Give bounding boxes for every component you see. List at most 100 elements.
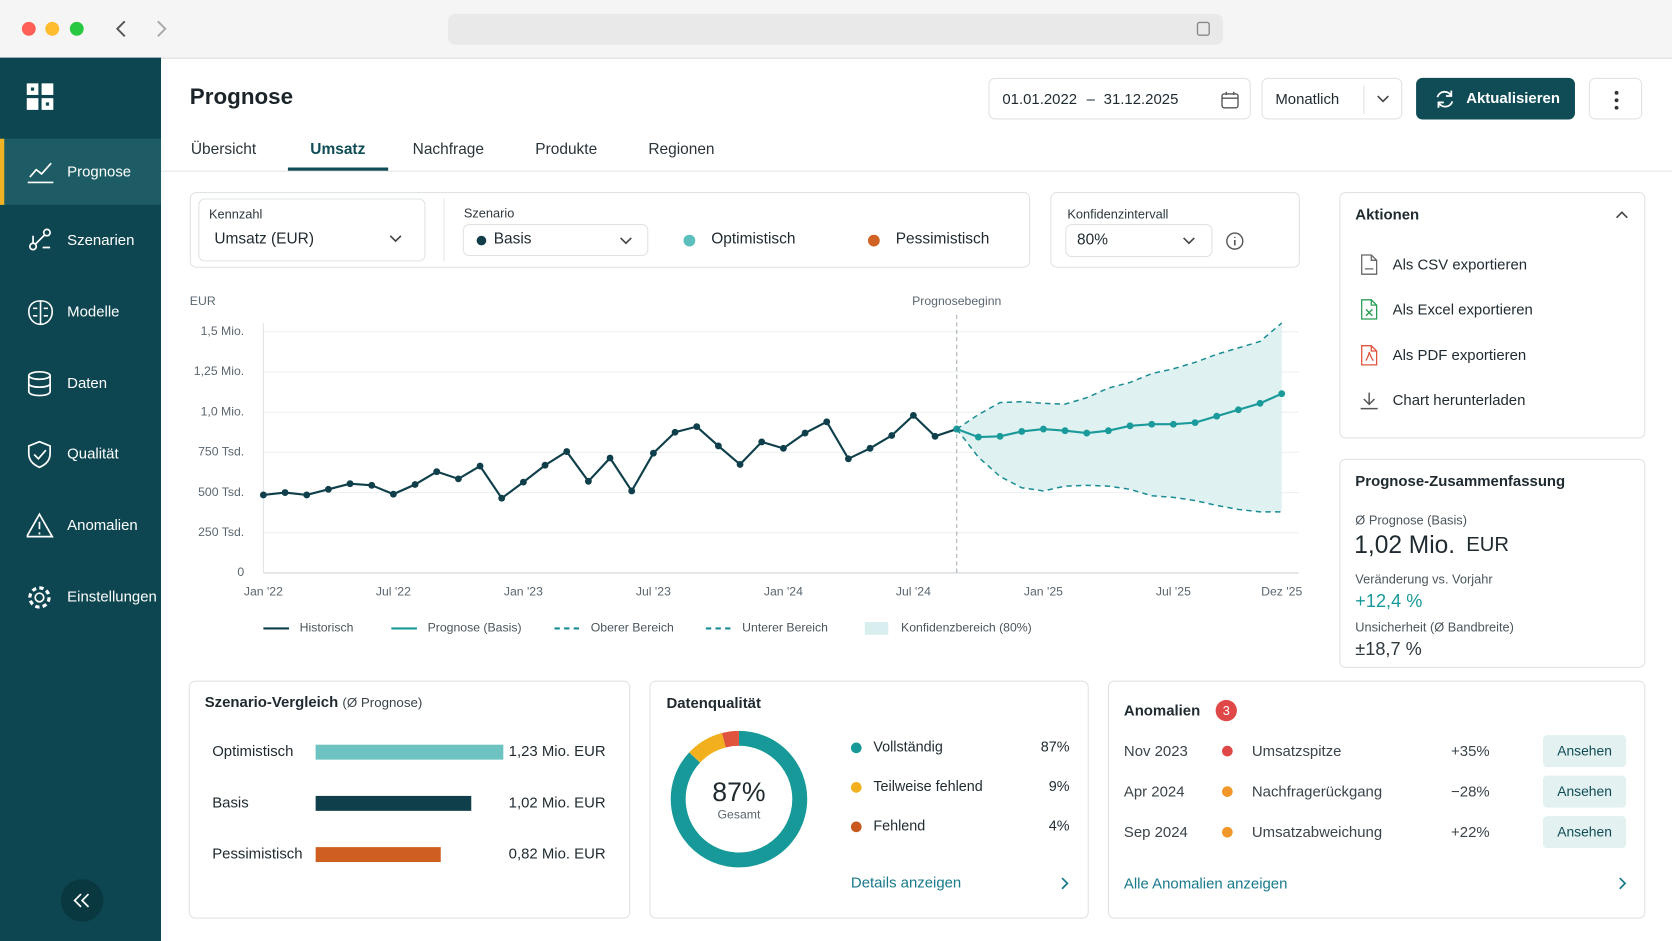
forecast-label: Ø Prognose (Basis) [1355,512,1467,528]
data-point [1104,427,1112,435]
legend-label: Konfidenzbereich (80%) [901,621,1032,635]
scenario-chart: Szenario-Vergleich (Ø Prognose) Optimist… [205,694,606,863]
all-anomalies-link[interactable]: Alle Anomalien anzeigen [1123,874,1288,892]
metric-select[interactable]: Kennzahl Umsatz (EUR) [198,198,426,262]
anomaly-date: Sep 2024 [1123,823,1188,841]
card-title: Datenqualität [666,695,761,712]
tab[interactable]: Produkte [535,141,598,159]
data-point [1191,419,1199,427]
nav-icon [27,300,54,326]
collapse-button[interactable] [60,879,104,922]
data-point [346,480,354,488]
scenario-value: Basis [493,230,532,248]
nav-item[interactable]: Daten [0,350,161,416]
nav-label[interactable]: Qualität [67,444,119,462]
data-point [324,485,332,493]
data-point [1234,406,1242,414]
tab[interactable]: Nachfrage [412,141,485,159]
legend-value: 87% [1041,740,1070,756]
quality-chart: Datenqualität Vollständig 87% Teilweise fe… [666,695,1070,891]
data-point [303,491,311,499]
date-from: 01.01.2022 [1002,90,1078,108]
data-point [389,490,397,498]
x-tick-label: Jul '22 [376,584,411,598]
view-button[interactable]: Ansehen [1542,816,1627,849]
view-button[interactable]: Ansehen [1542,775,1627,808]
tab-divider [161,170,1672,172]
nav-label[interactable]: Szenarien [67,231,135,249]
nav-label[interactable]: Prognose [67,162,132,180]
nav-item[interactable]: Anomalien [0,492,161,558]
y-tick-label: 750 Tsd. [198,445,244,459]
action-item[interactable]: Als Excel exportieren [1392,300,1533,318]
collapse-icon[interactable] [1614,209,1629,220]
nav-label[interactable]: Anomalien [67,515,138,534]
y-tick-label: 1,5 Mio. [201,324,245,338]
data-point [606,454,614,462]
confidence-label: Konfidenzintervall [1067,206,1169,222]
legend-label: Vollständig [873,740,943,756]
nav-item[interactable]: Szenarien [0,207,161,273]
scenario-option[interactable]: Pessimistisch [895,230,990,248]
divider [443,198,445,262]
bar [315,847,441,863]
nav-icon [26,512,54,538]
donut-center-value: 87% [712,777,765,807]
view-button[interactable]: Ansehen [1542,735,1627,768]
nav-icon [27,370,51,397]
confidence-value: 80% [1076,231,1108,249]
donut-center-label: Gesamt [718,807,761,821]
action-item[interactable]: Als PDF exportieren [1392,346,1527,364]
action-item[interactable]: Als CSV exportieren [1392,255,1528,273]
details-link[interactable]: Details anzeigen [851,874,961,891]
anomaly-dot [1222,786,1233,797]
x-tick-label: Jan '25 [1024,584,1063,598]
legend-dot [850,742,862,754]
scenario-option[interactable]: Optimistisch [711,230,796,248]
data-point [1169,420,1177,428]
more-button[interactable] [1588,77,1643,120]
interval-select[interactable]: Monatlich [1261,77,1403,120]
x-tick-label: Jan '24 [764,584,803,598]
browser-controls [21,13,1224,45]
nav-item[interactable]: Einstellungen [0,563,161,629]
data-point [454,475,462,483]
legend-value: 9% [1049,779,1070,795]
nav-item[interactable]: Prognose [0,138,162,205]
scenario-label: Szenario [463,205,515,221]
data-point [476,462,484,470]
info-icon[interactable] [1225,232,1244,251]
change-value: +12,4 % [1355,590,1423,612]
chevron [1061,877,1069,890]
nav-item[interactable]: Modelle [0,278,161,344]
subtitle: (Ø Prognose) [342,695,422,710]
refresh-button[interactable]: Aktualisieren [1416,77,1575,120]
action-item[interactable]: Chart herunterladen [1392,391,1526,409]
donut-segment [689,732,727,763]
refresh-icon [1436,90,1454,108]
actions-title: Aktionen [1355,205,1420,223]
metric-label: Kennzahl [209,206,263,222]
tab[interactable]: Übersicht [190,141,257,159]
scenario-select[interactable]: Basis [462,224,649,257]
data-point [671,428,679,436]
summary-card: Prognose-Zusammenfassung Ø Prognose (Bas… [1339,458,1646,668]
data-point [931,432,939,440]
anomaly-change: −28% [1451,782,1490,800]
legend-value: 4% [1049,819,1070,835]
nav-label[interactable]: Daten [67,374,108,392]
nav-item[interactable]: Qualität [0,420,161,486]
confidence-select[interactable]: 80% [1065,224,1213,258]
data-point [844,455,852,463]
legend-label: Unterer Bereich [742,621,828,635]
nav-label[interactable]: Modelle [67,302,120,320]
data-point [259,491,267,499]
title: Szenario-Vergleich [205,694,338,711]
browser-bar [0,0,1672,59]
date-range[interactable]: 01.01.2022 – 31.12.2025 [988,77,1251,120]
tab[interactable]: Regionen [648,141,715,159]
confidence-panel: Konfidenzintervall 80% [1050,192,1300,268]
nav-label[interactable]: Einstellungen [67,587,157,605]
tab[interactable]: Umsatz [310,141,366,159]
